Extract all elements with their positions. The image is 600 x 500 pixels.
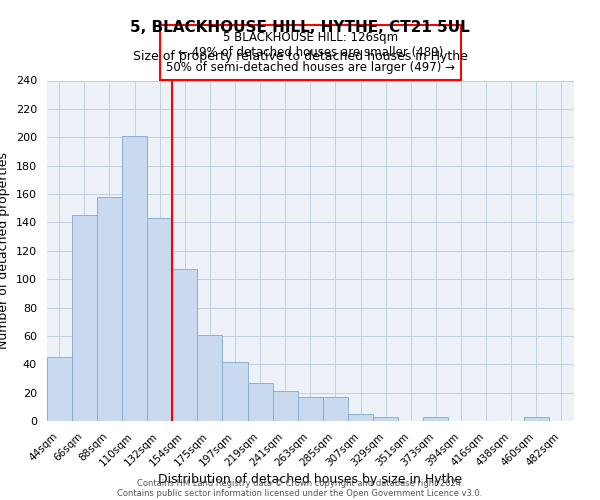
Bar bbox=[172, 270, 197, 422]
Bar bbox=[122, 136, 147, 422]
Bar bbox=[97, 197, 122, 422]
Y-axis label: Number of detached properties: Number of detached properties bbox=[0, 152, 10, 350]
Bar bbox=[424, 417, 448, 422]
Bar bbox=[524, 417, 549, 422]
Bar bbox=[197, 334, 223, 422]
Bar bbox=[348, 414, 373, 422]
Bar bbox=[147, 218, 172, 422]
Bar bbox=[373, 417, 398, 422]
Bar bbox=[298, 397, 323, 421]
X-axis label: Distribution of detached houses by size in Hythe: Distribution of detached houses by size … bbox=[158, 474, 463, 486]
Text: 5, BLACKHOUSE HILL, HYTHE, CT21 5UL: 5, BLACKHOUSE HILL, HYTHE, CT21 5UL bbox=[130, 20, 470, 35]
Bar bbox=[223, 362, 248, 422]
Bar bbox=[323, 397, 348, 421]
Text: Contains public sector information licensed under the Open Government Licence v3: Contains public sector information licen… bbox=[118, 488, 482, 498]
Text: Size of property relative to detached houses in Hythe: Size of property relative to detached ho… bbox=[133, 50, 467, 63]
Bar bbox=[72, 216, 97, 422]
Text: Contains HM Land Registry data © Crown copyright and database right 2024.: Contains HM Land Registry data © Crown c… bbox=[137, 478, 463, 488]
Bar bbox=[47, 358, 72, 422]
Bar bbox=[272, 392, 298, 422]
Text: 5 BLACKHOUSE HILL: 126sqm
← 49% of detached houses are smaller (489)
50% of semi: 5 BLACKHOUSE HILL: 126sqm ← 49% of detac… bbox=[166, 30, 455, 74]
Bar bbox=[248, 383, 272, 422]
